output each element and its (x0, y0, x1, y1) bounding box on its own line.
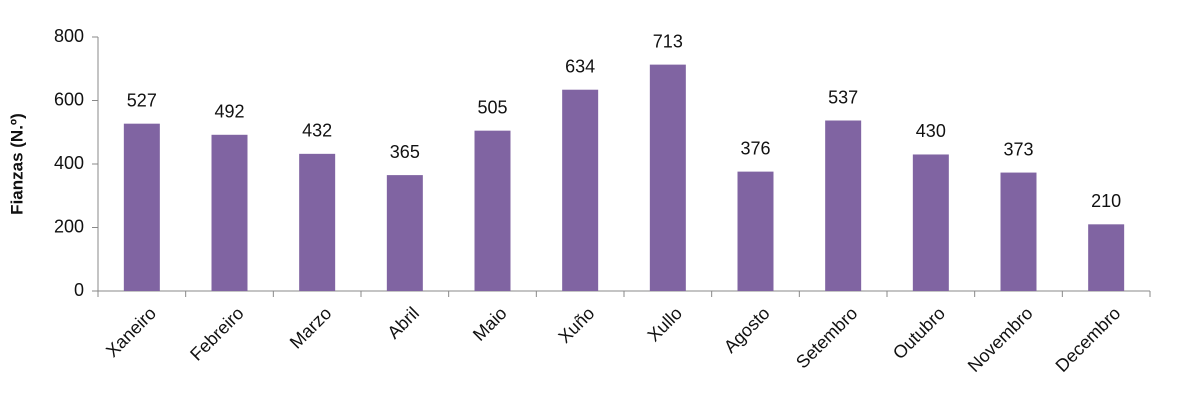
y-axis-label: Fianzas (N.º) (7, 113, 26, 215)
data-label: 505 (477, 97, 507, 117)
data-label: 365 (390, 142, 420, 162)
x-tick-label: Xullo (644, 303, 686, 345)
bar (737, 171, 774, 291)
y-tick-label: 0 (74, 280, 84, 300)
bar (912, 154, 949, 291)
data-label: 373 (1003, 139, 1033, 159)
bar (123, 123, 160, 292)
bar (825, 120, 862, 291)
bar (211, 134, 248, 291)
x-tick-label: Febreiro (186, 303, 248, 365)
data-label: 713 (653, 31, 683, 51)
x-tick-label: Xuño (554, 303, 598, 347)
data-label: 492 (214, 102, 244, 122)
bar (386, 175, 423, 291)
bar (1088, 224, 1125, 291)
x-tick-label: Setembro (792, 303, 861, 372)
y-tick-label: 200 (54, 216, 84, 236)
data-label: 634 (565, 56, 595, 76)
data-label: 537 (828, 87, 858, 107)
x-tick-label: Novembro (964, 303, 1037, 376)
y-tick-label: 800 (54, 26, 84, 46)
data-label: 210 (1091, 191, 1121, 211)
y-tick-label: 400 (54, 153, 84, 173)
x-tick-label: Decembro (1051, 303, 1124, 376)
y-tick-label: 600 (54, 89, 84, 109)
x-tick-label: Xaneiro (102, 303, 160, 361)
bar (299, 153, 336, 291)
x-tick-label: Agosto (720, 303, 774, 357)
x-tick-label: Maio (469, 303, 511, 345)
x-tick-label: Outubro (889, 303, 949, 363)
x-tick-label: Marzo (286, 303, 336, 353)
bar (474, 130, 511, 291)
bar (1000, 172, 1037, 291)
data-label: 432 (302, 121, 332, 141)
data-label: 527 (127, 90, 157, 110)
bar (562, 89, 599, 291)
data-label: 376 (740, 138, 770, 158)
bar (649, 64, 686, 291)
data-label: 430 (916, 121, 946, 141)
x-tick-label: Abril (383, 303, 423, 343)
